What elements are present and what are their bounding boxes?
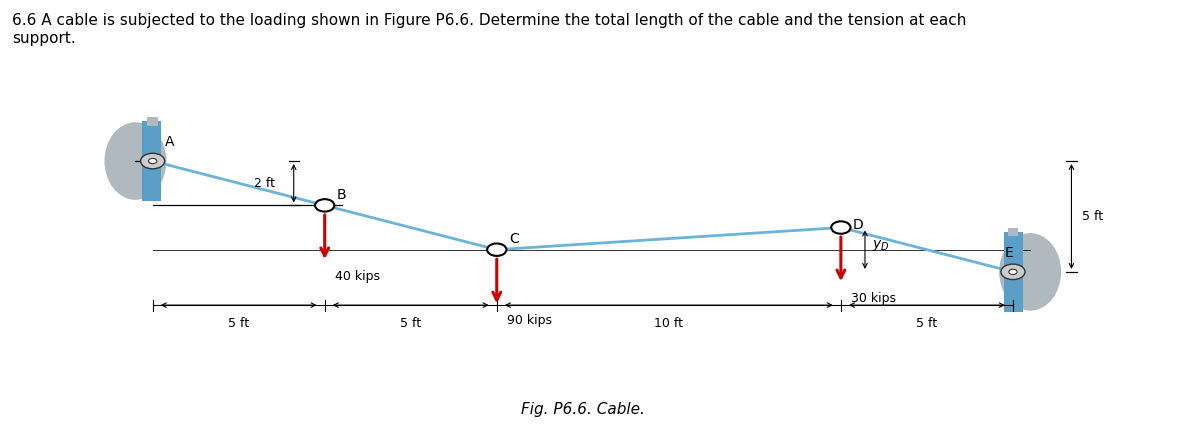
Text: 5 ft: 5 ft — [400, 317, 421, 330]
Bar — [1008, 228, 1018, 236]
Text: 2 ft: 2 ft — [254, 177, 275, 190]
Text: B: B — [337, 188, 347, 202]
Circle shape — [316, 199, 335, 212]
Circle shape — [487, 244, 506, 256]
Circle shape — [1001, 264, 1025, 280]
Text: $y_\mathregular{D}$: $y_\mathregular{D}$ — [872, 238, 889, 253]
Circle shape — [832, 221, 851, 234]
Text: 10 ft: 10 ft — [654, 317, 683, 330]
Text: A: A — [164, 135, 174, 149]
Text: 90 kips: 90 kips — [508, 314, 552, 327]
Text: D: D — [853, 218, 864, 232]
Bar — [148, 117, 158, 126]
Bar — [1004, 232, 1024, 312]
Circle shape — [140, 153, 164, 169]
Text: 40 kips: 40 kips — [335, 270, 380, 282]
Text: 5 ft: 5 ft — [1081, 210, 1103, 223]
Bar — [143, 121, 161, 201]
Ellipse shape — [1000, 233, 1061, 311]
Text: 5 ft: 5 ft — [917, 317, 937, 330]
Text: C: C — [509, 232, 518, 246]
Text: E: E — [1006, 246, 1014, 259]
Text: 30 kips: 30 kips — [851, 292, 896, 305]
Text: 6.6 A cable is subjected to the loading shown in Figure P6.6. Determine the tota: 6.6 A cable is subjected to the loading … — [12, 13, 966, 46]
Text: Fig. P6.6. Cable.: Fig. P6.6. Cable. — [521, 402, 644, 417]
Ellipse shape — [104, 122, 167, 200]
Circle shape — [149, 158, 157, 164]
Text: 5 ft: 5 ft — [228, 317, 250, 330]
Circle shape — [1009, 269, 1018, 274]
